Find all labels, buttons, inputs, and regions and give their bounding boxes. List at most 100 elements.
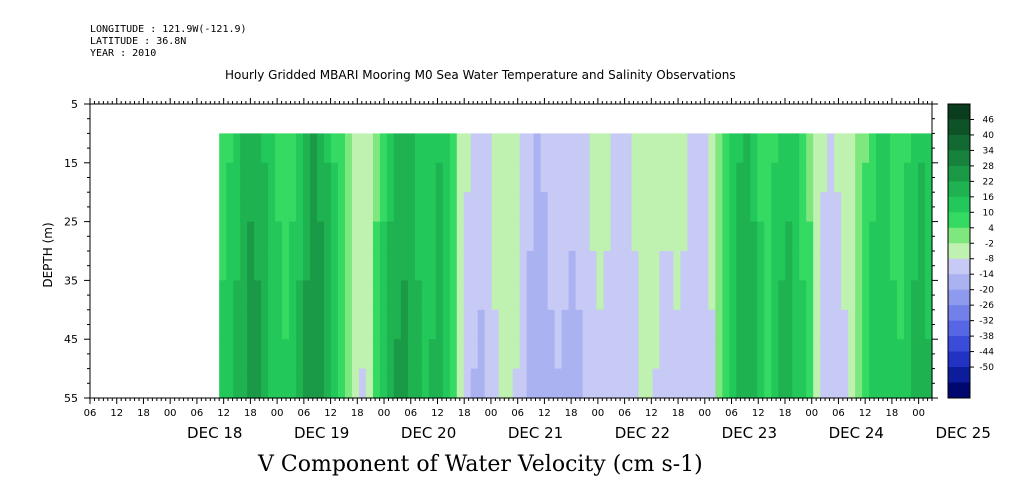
heatmap-cell <box>477 133 486 164</box>
heatmap-cell <box>701 339 709 370</box>
heatmap-cell <box>729 368 737 399</box>
heatmap-cell <box>736 192 744 223</box>
heatmap-cell <box>666 162 675 193</box>
heatmap-cell <box>261 280 269 311</box>
heatmap-cell <box>365 368 374 399</box>
x-day-label: DEC 22 <box>615 424 670 442</box>
heatmap-cell <box>310 251 318 281</box>
heatmap-cell <box>631 162 640 193</box>
heatmap-cell <box>729 339 737 370</box>
heatmap-cell <box>834 309 842 340</box>
heatmap-cell <box>848 221 856 252</box>
heatmap-cell <box>442 309 451 340</box>
heatmap-cell <box>477 162 486 193</box>
heatmap-cell <box>673 251 682 281</box>
heatmap-cell <box>841 339 849 370</box>
heatmap-cell <box>645 280 654 311</box>
heatmap-cell <box>869 280 877 311</box>
y-tick-label: 15 <box>64 157 78 170</box>
heatmap-cell <box>603 162 612 193</box>
heatmap-cell <box>428 221 437 252</box>
heatmap-cell <box>701 280 709 311</box>
colorbar-label: -26 <box>979 301 994 311</box>
heatmap-cell <box>526 280 535 311</box>
y-tick-label: 5 <box>71 98 78 111</box>
heatmap-cell <box>533 192 542 223</box>
heatmap-cell <box>554 309 563 340</box>
heatmap-cell <box>470 162 479 193</box>
colorbar-label: 10 <box>983 208 995 218</box>
heatmap-cell <box>589 309 598 340</box>
x-hour-tick-label: 18 <box>886 408 899 419</box>
heatmap-cell <box>435 280 444 311</box>
heatmap-cell <box>358 162 367 193</box>
heatmap-cell <box>268 162 276 193</box>
heatmap-cell <box>925 280 933 311</box>
heatmap-cell <box>519 251 528 281</box>
heatmap-cell <box>372 192 381 223</box>
heatmap-cell <box>666 251 675 281</box>
heatmap-cell <box>673 162 682 193</box>
heatmap-cell <box>869 192 877 223</box>
colorbar-label: -8 <box>985 255 994 265</box>
heatmap-cell <box>736 339 744 370</box>
heatmap-cell <box>254 221 262 252</box>
heatmap-cell <box>890 280 898 311</box>
heatmap-cell <box>247 280 255 311</box>
heatmap-cell <box>743 339 751 370</box>
heatmap-cell <box>337 162 346 193</box>
y-axis-label: DEPTH (m) <box>41 222 55 287</box>
heatmap-cell <box>296 368 304 399</box>
heatmap-cell <box>275 309 283 340</box>
heatmap-cell <box>372 221 381 252</box>
heatmap-cell <box>484 251 493 281</box>
heatmap-cell <box>463 339 472 370</box>
heatmap-cell <box>862 309 870 340</box>
heatmap-cell <box>477 280 486 311</box>
heatmap-cell <box>701 309 709 340</box>
heatmap-cell <box>296 221 304 252</box>
heatmap-cell <box>275 280 283 311</box>
heatmap-cell <box>925 368 933 399</box>
heatmap-cell <box>526 133 535 164</box>
heatmap-cell <box>456 192 465 223</box>
heatmap-cell <box>771 368 779 399</box>
colorbar-swatch <box>948 320 970 337</box>
heatmap-cell <box>722 162 730 193</box>
heatmap-cell <box>393 133 402 164</box>
heatmap-cell <box>757 162 765 193</box>
heatmap-cell <box>310 339 318 370</box>
heatmap-cell <box>505 221 514 252</box>
heatmap-cell <box>254 280 262 311</box>
heatmap-cell <box>659 133 668 164</box>
heatmap-cell <box>365 280 374 311</box>
heatmap-cell <box>694 280 702 311</box>
heatmap-cell <box>261 339 269 370</box>
colorbar-label: -50 <box>979 363 994 373</box>
heatmap-cell <box>254 133 262 164</box>
heatmap-cell <box>498 192 507 223</box>
heatmap-cell <box>750 339 758 370</box>
colorbar-label: 16 <box>983 193 995 203</box>
heatmap-cell <box>757 309 765 340</box>
heatmap-cell <box>890 309 898 340</box>
heatmap-cell <box>785 192 793 223</box>
heatmap-cell <box>379 280 388 311</box>
heatmap-cell <box>442 280 451 311</box>
heatmap-cell <box>442 192 451 223</box>
heatmap-cell <box>554 133 563 164</box>
heatmap-cell <box>638 192 647 223</box>
heatmap-cell <box>310 192 318 223</box>
heatmap-cell <box>554 368 563 399</box>
heatmap-cell <box>296 309 304 340</box>
heatmap-cell <box>708 192 716 223</box>
heatmap-cell <box>708 133 716 164</box>
heatmap-cell <box>617 309 626 340</box>
heatmap-cell <box>743 368 751 399</box>
heatmap-cell <box>247 133 255 164</box>
heatmap-cell <box>876 339 884 370</box>
heatmap-cell <box>268 221 276 252</box>
heatmap-cell <box>575 221 584 252</box>
heatmap-cell <box>911 221 919 252</box>
heatmap-cell <box>275 221 283 252</box>
